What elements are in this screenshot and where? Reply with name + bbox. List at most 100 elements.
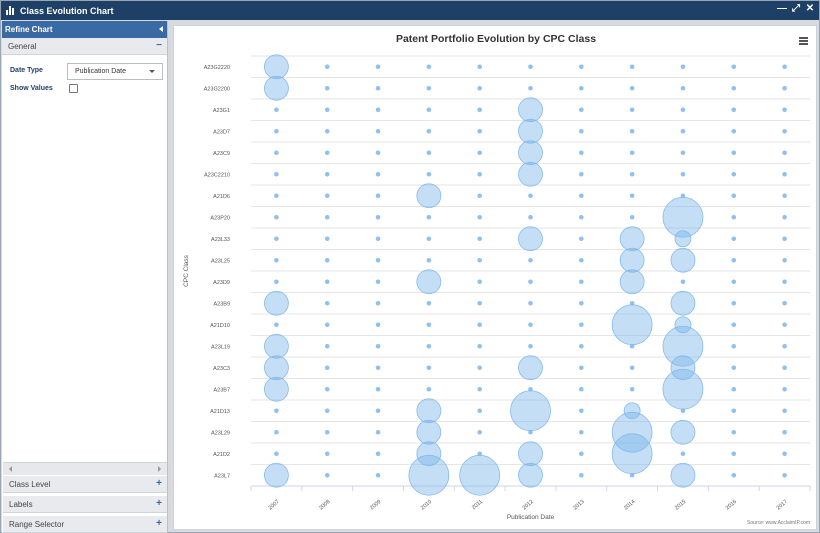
close-button[interactable]: ✕ [805, 3, 815, 14]
bubble-point [579, 193, 584, 199]
bubble-point [518, 355, 543, 381]
y-axis-title: CPC Class [183, 254, 190, 287]
bubble-point [477, 64, 482, 70]
bubble-point [629, 343, 635, 349]
bubble-point [518, 140, 543, 166]
bubble-point [375, 85, 381, 91]
bubble-point [579, 128, 584, 134]
bubble-point [264, 355, 289, 381]
bubble-point [274, 171, 279, 177]
bubble-point [528, 193, 533, 199]
bubble-point [782, 408, 787, 414]
expand-icon[interactable]: + [156, 518, 162, 529]
x-tick-label: 2015 [674, 499, 687, 511]
section-class-level[interactable]: Class Level + [3, 476, 167, 493]
bubble-point [274, 128, 279, 134]
sidebar-scrollbar[interactable] [3, 462, 167, 475]
bubble-point [274, 150, 279, 156]
bubble-point [731, 343, 737, 349]
bubble-point [416, 183, 442, 209]
bubble-point [375, 365, 381, 371]
bubble-point [528, 429, 533, 435]
bubble-point [324, 365, 330, 371]
hamburger-menu-icon[interactable] [799, 37, 808, 45]
bubble-point [629, 107, 635, 113]
bubble-point [264, 333, 289, 359]
bubble-point [579, 107, 584, 113]
section-general[interactable]: General − [2, 38, 167, 55]
bubble-point [528, 279, 533, 285]
maximize-button[interactable]: ⤢ [792, 3, 800, 14]
chart-credits: Source: www.AcclaimIP.com [747, 520, 810, 526]
x-tick-label: 2014 [623, 499, 636, 511]
bubble-point [375, 128, 381, 134]
bubble-point [264, 54, 289, 80]
x-tick-label: 2016 [725, 499, 738, 511]
bubble-point [782, 386, 787, 392]
minimize-button[interactable]: — [777, 3, 787, 14]
bubble-point [477, 85, 482, 91]
bubble-point [680, 193, 686, 199]
y-tick-label: A23C2210 [204, 172, 230, 178]
bubble-point [426, 150, 432, 156]
bubble-point [680, 451, 686, 457]
bubble-point [731, 236, 737, 242]
bubble-point [274, 322, 279, 328]
expand-icon[interactable]: + [156, 478, 162, 489]
scroll-left-icon[interactable] [9, 466, 12, 472]
bubble-point [426, 64, 432, 70]
bubble-point [731, 257, 737, 263]
bubble-point [731, 386, 737, 392]
bubble-point [375, 300, 381, 306]
bubble-point [782, 193, 787, 199]
bubble-point [324, 408, 330, 414]
bubble-point [324, 429, 330, 435]
bubble-point [274, 429, 279, 435]
bubble-point [731, 472, 737, 478]
chevron-down-icon [149, 70, 155, 73]
bubble-point [264, 290, 289, 316]
bubble-point [731, 322, 737, 328]
y-tick-label: A23D9 [213, 280, 230, 286]
expand-icon[interactable]: + [156, 498, 162, 509]
bubble-point [477, 408, 482, 414]
bubble-point [416, 269, 442, 295]
bubble-point [477, 429, 482, 435]
bubble-point [426, 128, 432, 134]
y-tick-label: A23G2200 [204, 86, 230, 92]
bubble-point [611, 304, 653, 346]
bubble-point [477, 365, 482, 371]
sidebar-header[interactable]: Refine Chart [2, 21, 167, 38]
bubble-point [579, 150, 584, 156]
x-tick-label: 2009 [369, 499, 382, 511]
bubble-point [477, 171, 482, 177]
y-tick-label: A21D6 [213, 194, 230, 200]
collapse-icon[interactable]: − [156, 40, 162, 51]
section-labels[interactable]: Labels + [3, 496, 167, 513]
show-values-checkbox[interactable] [69, 84, 78, 93]
bubble-point [623, 402, 641, 420]
bubble-point [782, 322, 787, 328]
scroll-right-icon[interactable] [158, 466, 161, 472]
bubble-point [375, 451, 381, 457]
date-type-select[interactable]: Publication Date [67, 63, 163, 80]
bubble-point [518, 462, 543, 488]
y-tick-label: A21D10 [210, 323, 230, 329]
bubble-point [619, 269, 645, 295]
bubble-point [375, 236, 381, 242]
bubble-point [731, 150, 737, 156]
bubble-point [611, 411, 653, 453]
bubble-point [629, 85, 635, 91]
section-range-selector[interactable]: Range Selector + [3, 516, 167, 533]
y-tick-label: A23L29 [211, 430, 230, 436]
bubble-point [731, 279, 737, 285]
bubble-point [324, 386, 330, 392]
bubble-point [528, 386, 533, 392]
bubble-point [375, 279, 381, 285]
bubble-point [264, 462, 289, 488]
bubble-point [528, 64, 533, 70]
bubble-point [426, 257, 432, 263]
bubble-point [782, 236, 787, 242]
collapse-left-icon[interactable] [159, 26, 163, 32]
